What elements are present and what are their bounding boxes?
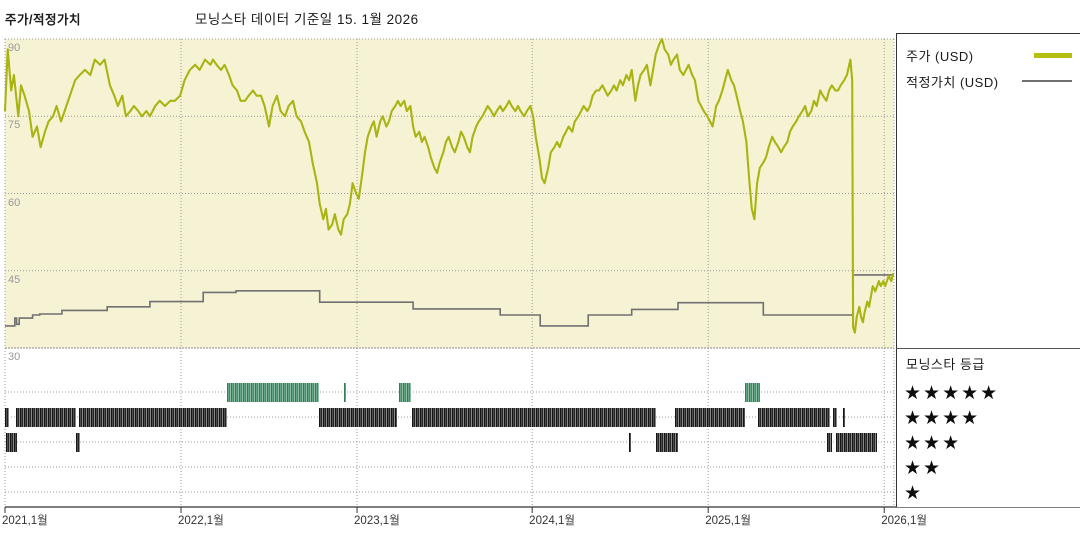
rating-legend-4-star-row: ★★★★	[904, 407, 981, 429]
fair-value-line-swatch	[1022, 80, 1072, 82]
rating-period-5-star	[398, 383, 412, 402]
chart-legend-panel: 주가 (USD) 적정가치 (USD)	[896, 33, 1080, 348]
price-line	[3, 37, 895, 334]
legend-fair-value-label: 적정가치 (USD)	[906, 74, 999, 90]
rating-legend-2-star-row: ★★	[904, 457, 943, 479]
section-title: 주가/적정가치	[5, 13, 81, 27]
rating-period-3-star	[836, 433, 878, 452]
rating-legend-panel: 모닝스타 등급 ★★★★★ ★★★★ ★★★ ★★ ★	[896, 348, 1080, 507]
rating-period-4-star	[78, 408, 228, 427]
rating-period-4-star	[318, 408, 397, 427]
rating-period-5-star	[227, 383, 319, 402]
rating-legend-5-star-row: ★★★★★	[904, 382, 1000, 404]
rating-period-3-star	[655, 433, 678, 452]
rating-legend-1-star-row: ★	[904, 482, 924, 504]
fair-value-line	[5, 274, 894, 327]
rating-period-3-star	[827, 433, 832, 452]
rating-period-4-star	[675, 408, 746, 427]
legend-row-fair-value: 적정가치 (USD)	[906, 68, 1072, 94]
chart-title: 모닝스타 데이터 기준일 15. 1월 2026	[195, 12, 419, 27]
legend-row-price: 주가 (USD)	[906, 42, 1072, 68]
rating-period-3-star	[629, 433, 631, 452]
rating-period-3-star	[5, 433, 17, 452]
rating-period-4-star	[5, 408, 9, 427]
legend-price-label: 주가 (USD)	[906, 48, 974, 64]
rating-period-4-star	[15, 408, 77, 427]
rating-period-4-star	[843, 408, 846, 427]
rating-period-4-star	[758, 408, 830, 427]
rating-legend-3-star-row: ★★★	[904, 432, 962, 454]
rating-period-3-star	[76, 433, 80, 452]
rating-period-5-star	[744, 383, 760, 402]
rating-period-4-star	[832, 408, 838, 427]
rating-legend-title: 모닝스타 등급	[906, 357, 985, 372]
price-line-swatch	[1034, 52, 1072, 58]
rating-period-4-star	[412, 408, 656, 427]
rating-period-5-star	[343, 383, 347, 402]
